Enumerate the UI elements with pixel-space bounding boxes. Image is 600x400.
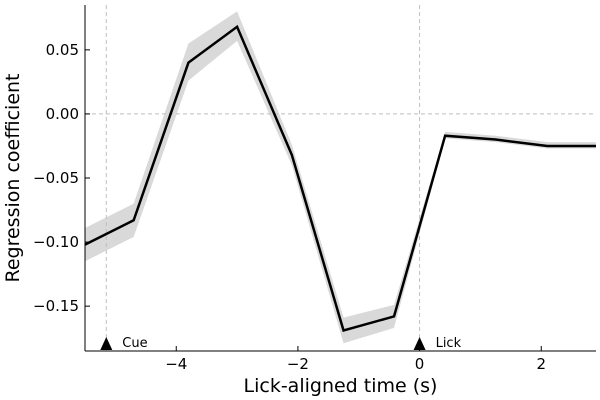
y-tick-label: −0.10 [33,233,79,251]
y-tick-label: −0.05 [33,169,79,187]
y-ticks: 0.05 0.00 −0.05 −0.10 −0.15 [33,41,90,315]
x-tick-label: 0 [415,355,425,373]
y-axis-title: Regression coefficient [2,74,24,283]
series-line [84,24,596,333]
plot-area: Cue Lick [84,5,597,351]
event-marker-label: Lick [436,336,462,351]
event-marker-triangle [100,337,113,350]
reference-lines [85,5,596,351]
y-tick-label: 0.00 [46,105,79,123]
x-tick-label: −4 [165,355,187,373]
data-points [84,26,597,331]
y-tick-label: 0.05 [46,41,79,59]
x-tick-label: 2 [536,355,546,373]
y-tick-label: −0.15 [33,297,79,315]
event-markers: Cue Lick [100,336,462,351]
x-tick-label: −2 [287,355,309,373]
confidence-band [85,11,596,344]
event-marker-triangle [413,337,426,350]
x-ticks: −4 −2 0 2 [165,346,546,373]
x-axis-title: Lick-aligned time (s) [244,375,438,397]
event-marker-label: Cue [122,336,147,351]
